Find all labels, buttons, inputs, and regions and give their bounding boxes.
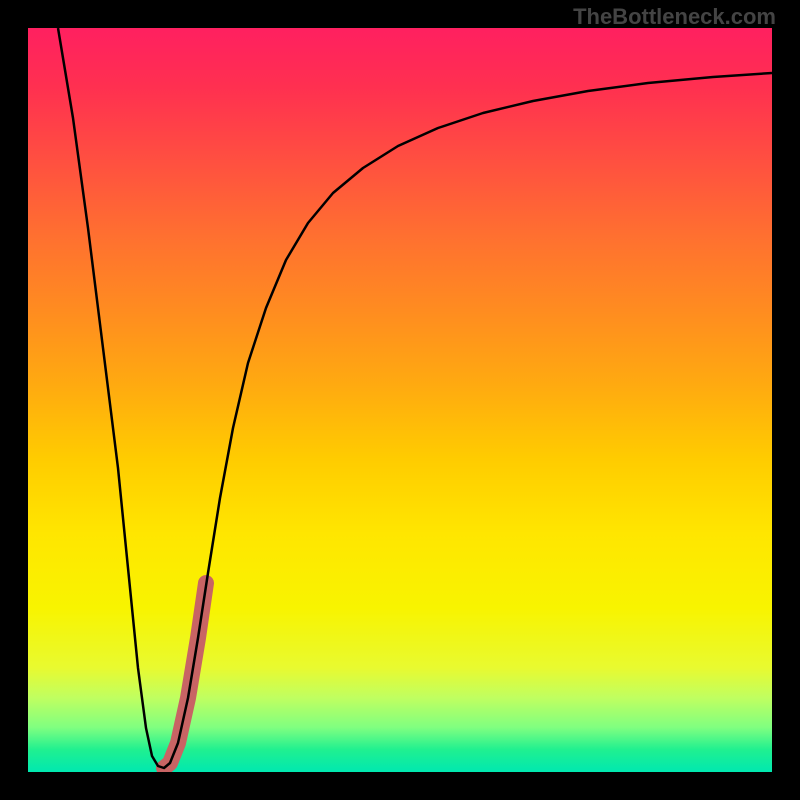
bottleneck-curve	[58, 28, 772, 768]
watermark-text: TheBottleneck.com	[573, 4, 776, 30]
chart-plot-area	[28, 28, 772, 772]
highlight-marker-stroke	[164, 583, 206, 768]
curve-layer	[28, 28, 772, 772]
